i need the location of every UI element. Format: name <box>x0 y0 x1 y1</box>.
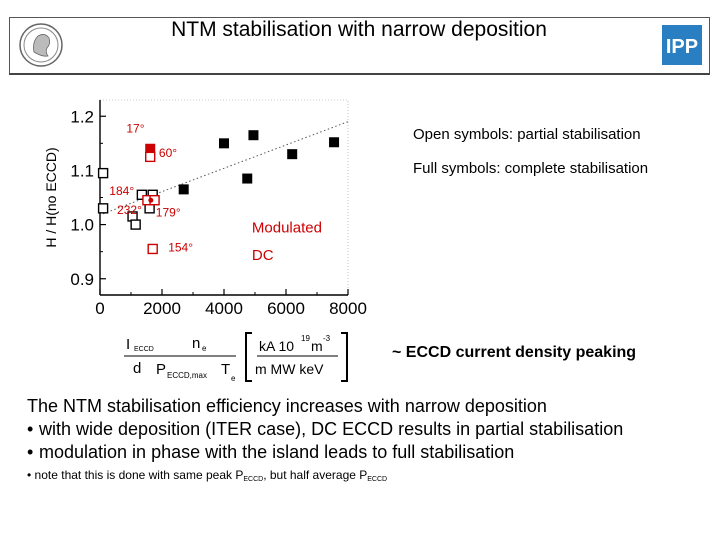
annotation-label: 60° <box>159 146 177 160</box>
ipp-logo-text: IPP <box>666 36 698 58</box>
bullet-text: modulation in phase with the island lead… <box>39 442 515 462</box>
x-tick-label: 4000 <box>205 299 243 318</box>
annotation-label: 154° <box>168 241 193 255</box>
annotation-label: Modulated <box>252 220 322 237</box>
filled-square-point <box>219 138 229 149</box>
y-tick-label: 0.9 <box>70 270 94 289</box>
open-square-point <box>145 151 156 163</box>
bullet-text: with wide deposition (ITER case), DC ECC… <box>39 419 624 439</box>
max-planck-logo-icon <box>19 23 63 67</box>
filled-square-point <box>248 130 259 141</box>
formula-i-sub: ECCD <box>134 346 154 353</box>
formula-te-sub: e <box>231 374 236 383</box>
x-tick-label: 2000 <box>143 299 181 318</box>
formula-unit-exp2: -3 <box>323 334 331 343</box>
open-symbols-note: Open symbols: partial stabilisation <box>413 126 641 143</box>
formula-ne-sub: e <box>202 344 207 353</box>
full-symbols-note: Full symbols: complete stabilisation <box>413 160 649 177</box>
annotation-label: 17° <box>126 122 144 136</box>
formula-unit-m: m <box>311 338 323 354</box>
annotation-label: 184° <box>109 184 134 198</box>
y-tick-label: 1.2 <box>70 107 94 126</box>
formula-unit-den: m MW keV <box>255 361 324 377</box>
footnote-text-2: , but half average P <box>263 468 368 482</box>
header-frame <box>9 17 710 75</box>
filled-square-point <box>242 173 253 184</box>
formula-te: T <box>221 361 230 378</box>
dot-point <box>148 197 154 203</box>
open-square-point <box>97 167 109 179</box>
body-line-1: The NTM stabilisation efficiency increas… <box>27 396 547 416</box>
ipp-logo-icon: IPP <box>662 25 702 65</box>
bullet-item: • modulation in phase with the island lea… <box>27 441 717 464</box>
body-text: The NTM stabilisation efficiency increas… <box>27 395 717 489</box>
y-tick-label: 1.1 <box>70 161 94 180</box>
formula-unit-num: kA 10 <box>259 338 294 354</box>
formula-ne: n <box>192 335 200 352</box>
footnote-sub-1: ECCD <box>243 476 264 483</box>
open-square-point <box>147 243 158 255</box>
x-tick-label: 8000 <box>329 299 367 318</box>
footnote-text-1: note that this is done with same peak P <box>34 468 244 482</box>
open-square-point <box>130 219 141 230</box>
scatter-chart: 0 2000 4000 6000 8000 0.9 1.0 1.1 1.2 H / H(no EC… <box>43 99 367 318</box>
filled-square-point <box>178 184 189 195</box>
footnote: • note that this is done with same peak … <box>27 466 717 489</box>
eccd-formula: I ECCD d n e P ECCD,max T e kA 10 19 m -… <box>124 332 348 383</box>
formula-d: d <box>133 360 141 377</box>
annotation-label: 179° <box>156 205 181 219</box>
x-tick-label: 0 <box>95 299 104 318</box>
filled-square-point <box>287 149 298 160</box>
formula-i: I <box>126 336 130 353</box>
bullet-item: • with wide deposition (ITER case), DC EC… <box>27 418 717 441</box>
footnote-bullet: • <box>27 468 32 482</box>
formula-p: P <box>156 361 166 378</box>
x-tick-label: 6000 <box>267 299 305 318</box>
eccd-peaking-note: ~ ECCD current density peaking <box>392 344 637 361</box>
open-square-point <box>97 203 109 214</box>
formula-p-sub: ECCD,max <box>167 371 207 380</box>
open-square-point <box>136 189 148 200</box>
annotation-label: 232° <box>117 203 142 217</box>
formula-unit-exp1: 19 <box>301 334 310 343</box>
page-title: NTM stabilisation with narrow deposition <box>171 18 547 41</box>
filled-square-point <box>329 137 340 148</box>
bullet-dot: • <box>27 419 34 439</box>
bullet-dot: • <box>27 442 34 462</box>
y-axis-label: H / H(no ECCD) <box>43 147 59 247</box>
footnote-sub-2: ECCD <box>367 476 388 483</box>
annotation-label: DC <box>252 247 274 264</box>
y-tick-label: 1.0 <box>70 216 94 235</box>
